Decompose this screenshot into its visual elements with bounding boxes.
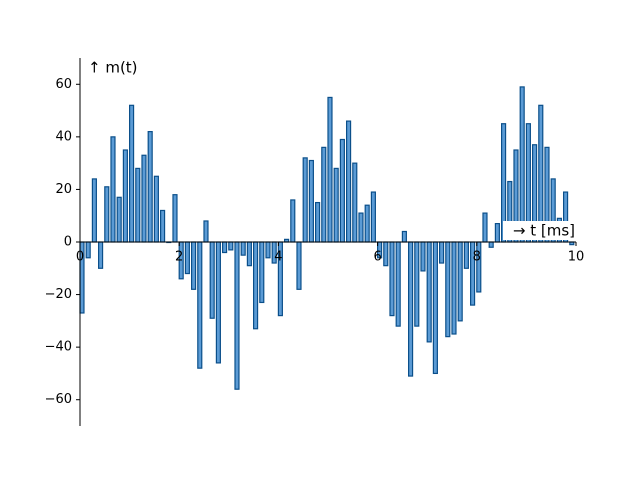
bar <box>346 120 352 243</box>
bar <box>302 157 308 243</box>
bar <box>129 104 135 243</box>
x-tick-label: 4 <box>274 250 282 265</box>
bar <box>259 241 265 304</box>
bar <box>327 96 333 243</box>
bar <box>253 241 259 330</box>
bar <box>290 199 296 243</box>
x-tick-label: 6 <box>373 250 381 265</box>
bar <box>426 241 432 343</box>
bar <box>203 220 209 243</box>
bar <box>172 194 178 243</box>
bar <box>414 241 420 327</box>
bar <box>494 223 500 243</box>
bar <box>85 241 91 259</box>
bar <box>110 136 116 243</box>
bar <box>296 241 302 290</box>
x-tick-label: 10 <box>568 250 585 265</box>
x-tick-label: 0 <box>76 250 84 265</box>
bar <box>383 241 389 267</box>
bar <box>364 204 370 243</box>
bar <box>457 241 463 322</box>
y-axis-label: ↑ m(t) <box>88 59 138 77</box>
y-tick-label: 0 <box>64 235 72 250</box>
x-axis-label: → t [ms] <box>513 222 575 240</box>
bar <box>401 230 407 243</box>
y-tick-label: −40 <box>45 340 72 355</box>
bar <box>209 241 215 319</box>
bar <box>141 154 147 243</box>
bar <box>482 212 488 243</box>
bar <box>234 241 240 390</box>
bar <box>370 191 376 243</box>
bar <box>153 175 159 243</box>
bar <box>116 196 122 243</box>
bar <box>246 241 252 267</box>
bar <box>308 159 314 243</box>
bar <box>408 241 414 377</box>
bar <box>389 241 395 317</box>
bar <box>91 178 97 243</box>
y-tick-label: 40 <box>55 129 72 144</box>
bar <box>228 241 234 251</box>
bar <box>321 146 327 243</box>
bar <box>222 241 228 254</box>
bar <box>135 167 141 243</box>
bar <box>147 131 153 243</box>
bar <box>463 241 469 269</box>
bar <box>191 241 197 290</box>
bar <box>160 209 166 243</box>
y-tick-label: −60 <box>45 392 72 407</box>
bar <box>197 241 203 369</box>
bar <box>97 241 104 269</box>
x-tick-label: 8 <box>473 250 481 265</box>
bar <box>420 241 426 272</box>
bar <box>432 241 438 375</box>
bar <box>358 212 364 243</box>
y-tick-label: 60 <box>55 77 72 92</box>
y-tick-label: 20 <box>55 182 72 197</box>
bar <box>339 138 345 243</box>
bar <box>104 186 110 243</box>
bar <box>265 241 271 259</box>
bar <box>333 167 339 243</box>
bar <box>215 241 221 364</box>
bar <box>240 241 246 256</box>
x-label-bg <box>503 221 577 240</box>
bar <box>315 201 321 243</box>
bar <box>395 241 401 327</box>
bar <box>451 241 457 335</box>
y-tick-label: −20 <box>45 287 72 302</box>
bar <box>519 86 525 243</box>
bar <box>445 241 451 338</box>
bar <box>352 162 358 243</box>
bar <box>439 241 445 264</box>
bar <box>184 241 190 275</box>
bar <box>122 149 128 243</box>
bar <box>488 241 494 248</box>
x-tick-label: 2 <box>175 250 183 265</box>
